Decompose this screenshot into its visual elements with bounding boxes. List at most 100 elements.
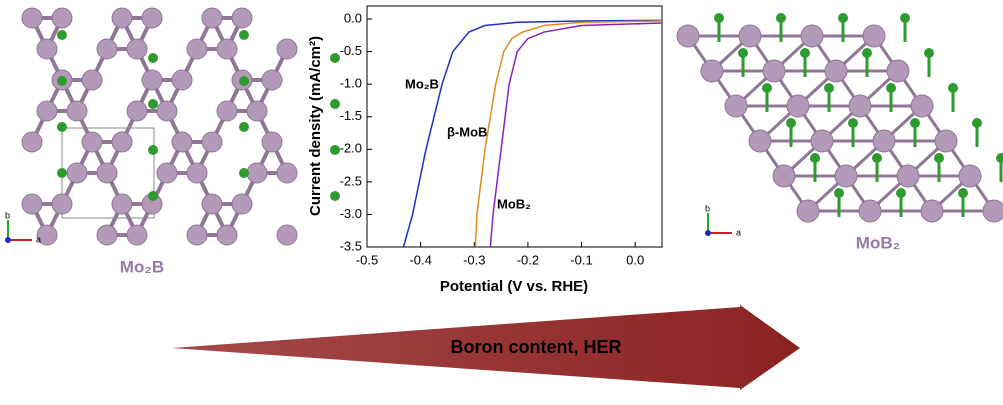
b-atom (896, 188, 906, 198)
y-tick-label: -3.5 (340, 238, 362, 253)
b-atom (824, 83, 834, 93)
b-atom (848, 118, 858, 128)
axis-glyph-label: a (36, 234, 41, 244)
mo-atom (810, 129, 834, 153)
mo-atom (920, 199, 944, 223)
mo-atom (796, 199, 820, 223)
mo-atom (216, 100, 238, 122)
mo-atom (276, 38, 298, 60)
mo-atom (21, 193, 43, 215)
mo2b-structure: ba (5, 7, 340, 246)
axis-glyph-label: a (736, 227, 741, 237)
y-tick-label: -3.0 (340, 206, 362, 221)
x-tick-label: -0.2 (517, 252, 539, 267)
mo-atom (21, 7, 43, 29)
b-atom (776, 13, 786, 23)
mo-atom (36, 100, 58, 122)
b-atom (148, 53, 158, 63)
mo-atom (171, 131, 193, 153)
mo-atom (156, 100, 178, 122)
mo-atom (762, 59, 786, 83)
mo-atom (748, 129, 772, 153)
mo-atom (51, 193, 73, 215)
b-atom (239, 168, 249, 178)
mo-atom (186, 224, 208, 246)
mo-atom (738, 24, 762, 48)
b-atom (910, 118, 920, 128)
b-atom (948, 83, 958, 93)
mo-atom (216, 224, 238, 246)
series-line (402, 19, 662, 247)
b-atom (762, 83, 772, 93)
mo-atom (246, 100, 268, 122)
mo-atom (141, 69, 163, 91)
x-tick-label: -0.5 (356, 252, 378, 267)
b-atom (838, 13, 848, 23)
mo-atom (66, 100, 88, 122)
mo-atom (111, 7, 133, 29)
mo-atom (36, 224, 58, 246)
b-atom (810, 153, 820, 163)
x-tick-label: -0.4 (409, 252, 431, 267)
mo-atom (261, 69, 283, 91)
b-atom (886, 83, 896, 93)
mo-atom (171, 69, 193, 91)
b-atom (786, 118, 796, 128)
mo-atom (186, 162, 208, 184)
mo-atom (800, 24, 824, 48)
mo-atom (201, 193, 223, 215)
mo-atom (81, 69, 103, 91)
mo-atom (126, 38, 148, 60)
b-atom (57, 30, 67, 40)
y-tick-label: -2.5 (340, 173, 362, 188)
y-tick-label: -1.0 (340, 76, 362, 91)
mo-atom (231, 7, 253, 29)
mo-atom (21, 131, 43, 153)
mo-atom (848, 94, 872, 118)
mo-atom (834, 164, 858, 188)
y-tick-label: -1.5 (340, 108, 362, 123)
b-atom (996, 153, 1003, 163)
axis-origin (705, 230, 711, 236)
structure-label: Mo₂B (120, 257, 164, 276)
b-atom (862, 48, 872, 58)
mo-atom (958, 164, 982, 188)
b-atom (972, 118, 982, 128)
arrow-label: Boron content, HER (451, 337, 622, 357)
mo-atom (786, 94, 810, 118)
mo-atom (872, 129, 896, 153)
y-tick-label: -0.5 (340, 43, 362, 58)
mo-atom (126, 224, 148, 246)
x-tick-label: 0.0 (626, 252, 644, 267)
y-tick-label: 0.0 (344, 10, 362, 25)
mo-atom (862, 24, 886, 48)
mo-atom (36, 38, 58, 60)
plot-frame (366, 5, 663, 248)
mo-atom (896, 164, 920, 188)
mo-atom (858, 199, 882, 223)
b-atom (872, 153, 882, 163)
mo-atom (201, 7, 223, 29)
b-atom (239, 122, 249, 132)
series-line (489, 22, 662, 247)
b-atom (148, 99, 158, 109)
mo-atom (934, 129, 958, 153)
mo-atom (111, 131, 133, 153)
y-axis-label: Current density (mA/cm²) (307, 36, 324, 216)
mo-atom (96, 38, 118, 60)
mo-atom (910, 94, 934, 118)
mo-atom (772, 164, 796, 188)
b-atom (924, 48, 934, 58)
b-atom (330, 145, 340, 155)
structure-label: MoB₂ (856, 233, 900, 252)
mo-atom (276, 224, 298, 246)
axis-glyph-label: b (705, 203, 710, 213)
y-tick-label: -2.0 (340, 141, 362, 156)
b-atom (239, 76, 249, 86)
x-axis-label: Potential (V vs. RHE) (440, 278, 588, 295)
series-line (474, 20, 662, 247)
mob2-structure: ba (676, 13, 1003, 237)
series-label: β-MoB (447, 124, 487, 139)
trend-arrow (172, 305, 800, 390)
